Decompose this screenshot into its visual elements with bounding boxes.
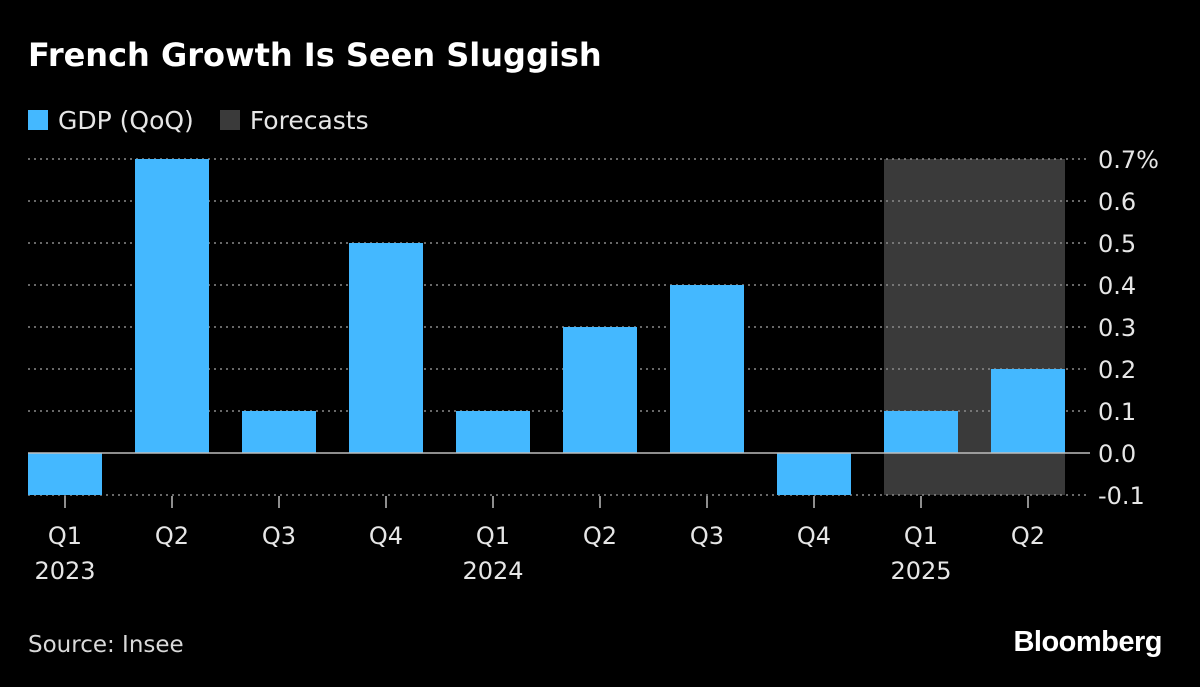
y-tick-label: 0.4 — [1098, 272, 1136, 300]
source-note: Source: Insee — [28, 632, 184, 658]
y-tick-label: 0.6 — [1098, 188, 1136, 216]
bar — [777, 453, 851, 495]
x-year-label: 2025 — [890, 557, 951, 585]
y-tick-label: 0.0 — [1098, 440, 1136, 468]
legend-swatch-forecasts — [219, 110, 240, 130]
bar — [884, 411, 958, 453]
x-tick-label: Q4 — [797, 522, 831, 550]
legend-label-forecasts: Forecasts — [249, 105, 369, 135]
x-tick-label: Q4 — [369, 522, 403, 550]
y-tick-label: 0.3 — [1098, 314, 1136, 342]
bar — [135, 159, 209, 453]
y-tick-label: -0.1 — [1098, 482, 1145, 510]
chart-title: French Growth Is Seen Sluggish — [28, 36, 602, 74]
x-tick-label: Q3 — [690, 522, 724, 550]
x-tick-label: Q2 — [1011, 522, 1045, 550]
x-tick-label: Q3 — [262, 522, 296, 550]
y-tick-label: 0.7% — [1098, 146, 1159, 174]
y-tick-label: 0.1 — [1098, 398, 1136, 426]
x-tick-label: Q1 — [48, 522, 82, 550]
legend-label-gdp: GDP (QoQ) — [58, 105, 194, 135]
y-tick-label: 0.2 — [1098, 356, 1136, 384]
y-tick-label: 0.5 — [1098, 230, 1136, 258]
legend-swatch-gdp — [28, 110, 48, 130]
bar — [991, 369, 1065, 453]
legend: GDP (QoQ) Forecasts — [28, 104, 395, 136]
bar — [349, 243, 423, 453]
x-year-label: 2023 — [34, 557, 95, 585]
legend-item-gdp: GDP (QoQ) — [28, 106, 194, 135]
x-tick-label: Q1 — [904, 522, 938, 550]
bar — [456, 411, 530, 453]
bar — [670, 285, 744, 453]
x-tick-label: Q2 — [583, 522, 617, 550]
legend-item-forecasts: Forecasts — [219, 105, 369, 135]
x-tick-label: Q1 — [476, 522, 510, 550]
x-tick-label: Q2 — [155, 522, 189, 550]
x-year-label: 2024 — [462, 557, 523, 585]
bar — [28, 453, 102, 495]
bar — [242, 411, 316, 453]
bar — [563, 327, 637, 453]
bloomberg-logo: Bloomberg — [1013, 626, 1162, 658]
